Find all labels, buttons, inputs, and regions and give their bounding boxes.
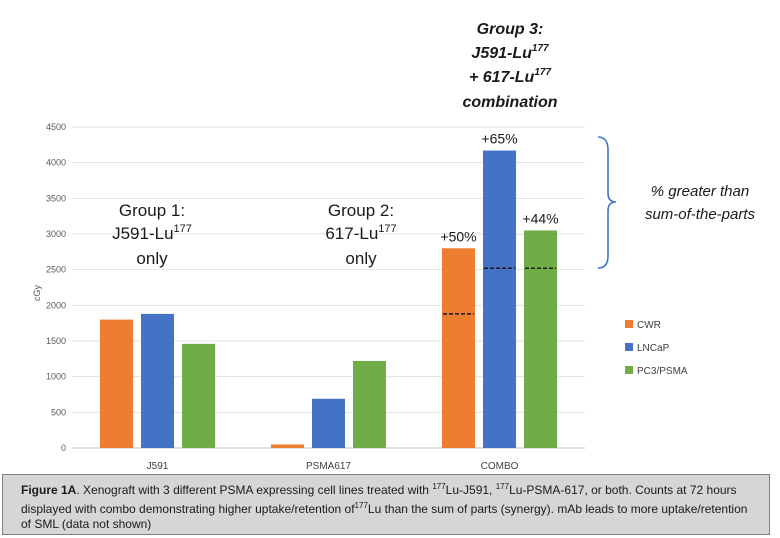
sum-of-parts-bracket	[597, 136, 617, 269]
x-category-label: PSMA617	[306, 461, 351, 472]
group-2-label: Group 2: 617-Lu177 only	[325, 201, 396, 268]
y-axis-ticks: 0 500 1000 1500 2000 2500 3000 3500 4000 4500	[46, 122, 66, 453]
bar-pc3-psma-combo	[524, 230, 557, 448]
bar-lncap-j591	[141, 313, 174, 448]
group-3-line-2: J591-Lu177	[471, 43, 549, 62]
bars	[100, 150, 557, 449]
caption-sup-2: 177	[495, 482, 510, 491]
group-1-line-1: Group 1:	[119, 201, 185, 220]
caption-sup-3: 177	[354, 501, 368, 510]
y-tick-label: 3000	[46, 229, 66, 239]
caption-label: Figure 1A	[21, 483, 77, 497]
bracket-note-line-1: % greater than	[651, 183, 749, 200]
y-tick-label: 1000	[46, 372, 66, 382]
x-axis-categories: J591 PSMA617 COMBO	[147, 461, 519, 472]
percent-label: +44%	[522, 210, 558, 226]
y-tick-label: 0	[61, 443, 66, 453]
legend: CWR LNCaP PC3/PSMA	[625, 320, 688, 377]
caption-text-3: Lu-PSMA-617, or both. Counts at 72 hours…	[21, 483, 737, 516]
bar-cwr-combo	[442, 248, 475, 448]
group-3-label: Group 3: J591-Lu177 + 617-Lu177 combinat…	[462, 21, 557, 111]
y-tick-label: 2500	[46, 265, 66, 275]
group-1-line-2: J591-Lu177	[112, 223, 192, 243]
percent-label: +65%	[481, 131, 517, 147]
legend-swatch-cwr	[625, 320, 633, 328]
group-1-line-3: only	[136, 249, 168, 268]
legend-label-cwr: CWR	[637, 320, 661, 331]
y-tick-label: 4500	[46, 122, 66, 132]
caption-text-1: . Xenograft with 3 different PSMA expres…	[76, 483, 433, 497]
group-3-line-4: combination	[462, 94, 557, 111]
y-tick-label: 1500	[46, 336, 66, 346]
y-axis-label: cGy	[32, 285, 42, 302]
group-3-line-1: Group 3:	[477, 21, 544, 38]
y-tick-label: 500	[51, 407, 66, 417]
sum-of-parts-markers	[443, 267, 556, 315]
percent-label: +50%	[440, 228, 476, 244]
bar-cwr-j591	[100, 319, 133, 448]
legend-label-pc3-psma: PC3/PSMA	[637, 366, 688, 377]
caption-text-4: Lu than the sum of parts (synergy). mAb …	[21, 502, 748, 531]
group-2-line-3: only	[345, 249, 377, 268]
figure-caption: Figure 1A. Xenograft with 3 different PS…	[2, 474, 770, 535]
bracket-note-line-2: sum-of-the-parts	[645, 206, 756, 223]
caption-sup-1: 177	[432, 482, 446, 491]
caption-text-2: Lu-J591,	[445, 483, 496, 497]
x-category-label: COMBO	[481, 461, 519, 472]
bar-pc3-psma-j591	[182, 343, 215, 448]
percent-labels: +50% +65% +44%	[440, 131, 558, 245]
x-category-label: J591	[147, 461, 169, 472]
group-2-line-1: Group 2:	[328, 201, 394, 220]
group-2-line-2: 617-Lu177	[325, 223, 396, 243]
y-tick-label: 3500	[46, 193, 66, 203]
bar-pc3-psma-psma617	[353, 360, 386, 448]
bar-lncap-psma617	[312, 398, 345, 448]
bar-lncap-combo	[483, 150, 516, 449]
legend-swatch-lncap	[625, 343, 633, 351]
legend-swatch-pc3-psma	[625, 366, 633, 374]
bar-chart: 0 500 1000 1500 2000 2500 3000 3500 4000 4500 cGy…	[32, 21, 756, 472]
y-tick-label: 4000	[46, 158, 66, 168]
y-tick-label: 2000	[46, 300, 66, 310]
legend-label-lncap: LNCaP	[637, 343, 670, 354]
bar-cwr-psma617	[271, 444, 304, 448]
group-3-line-3: + 617-Lu177	[469, 67, 551, 86]
group-1-label: Group 1: J591-Lu177 only	[112, 201, 192, 268]
